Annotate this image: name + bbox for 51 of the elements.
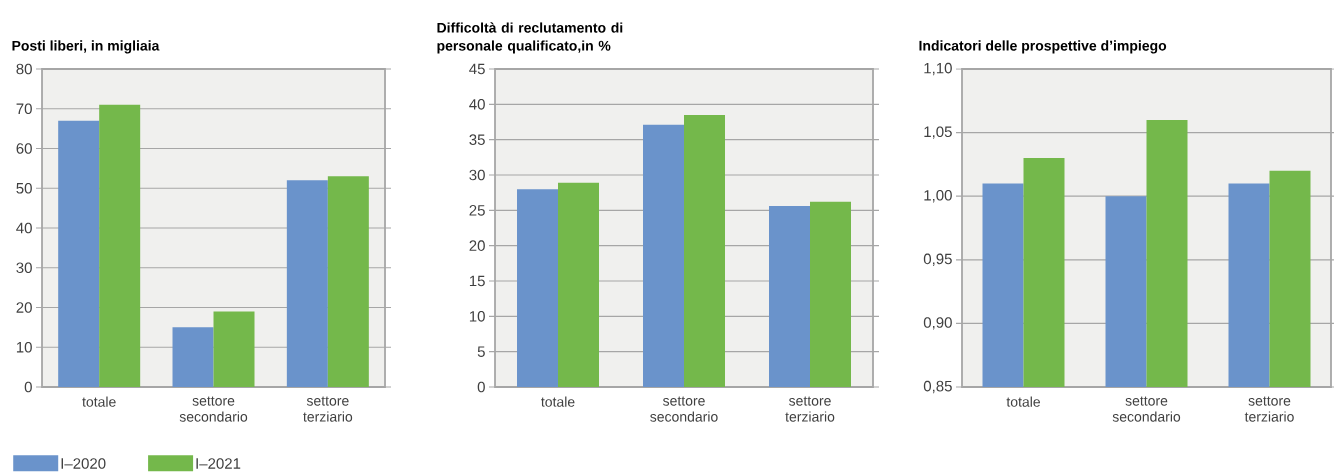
y-tick-label: 0: [24, 381, 32, 393]
x-tick-label: totale: [541, 396, 575, 407]
bar: [558, 182, 600, 387]
y-tick-label: 1,10: [924, 62, 952, 76]
y-tick-label: 10: [16, 341, 32, 353]
x-tick-label: settore terziario: [1244, 396, 1294, 422]
y-tick-label: 80: [16, 63, 32, 75]
y-tick-label: 15: [469, 275, 485, 287]
x-tick-label: settore terziario: [303, 396, 353, 422]
y-tick-label: 45: [469, 63, 485, 75]
chart-title: Difficoltà di reclutamento di personale qualificato,in %: [437, 22, 623, 54]
bar: [99, 104, 141, 387]
y-tick-label: 10: [469, 311, 485, 322]
bar: [286, 180, 328, 387]
x-tick-label: settore secondario: [1112, 396, 1181, 422]
bar: [172, 327, 214, 387]
bar: [327, 176, 369, 387]
y-tick-label: 0: [477, 381, 485, 393]
x-tick-label: settore secondario: [650, 396, 718, 422]
y-tick-label: 70: [16, 103, 32, 115]
bar: [58, 120, 100, 387]
bar: [810, 201, 851, 387]
bar: [769, 206, 810, 387]
y-tick-label: 0,95: [923, 253, 952, 266]
y-tick-label: 40: [16, 222, 32, 234]
chart-title: Posti liberi, in migliaia: [12, 40, 160, 54]
y-tick-label: 60: [16, 143, 32, 154]
y-tick-label: 30: [16, 262, 32, 274]
chart-title: Indicatori delle prospettive d’impiego: [919, 40, 1167, 54]
legend-label: I–2021: [196, 458, 241, 469]
y-tick-label: 20: [16, 302, 32, 313]
legend-label: I–2020: [61, 458, 106, 469]
x-tick-label: totale: [82, 396, 116, 407]
bar: [643, 124, 685, 387]
y-tick-label: 20: [469, 240, 485, 251]
bar: [517, 189, 559, 387]
y-tick-label: 35: [469, 134, 485, 145]
bar: [684, 114, 726, 387]
y-tick-label: 1,05: [924, 126, 952, 139]
y-tick-label: 5: [477, 346, 485, 357]
x-tick-label: settore secondario: [179, 396, 248, 422]
x-tick-label: settore terziario: [785, 396, 835, 422]
y-tick-label: 40: [469, 99, 485, 110]
bar: [213, 311, 255, 387]
y-tick-label: 0,85: [923, 380, 952, 394]
x-tick-label: totale: [1006, 396, 1040, 407]
y-tick-label: 50: [16, 182, 32, 194]
y-tick-label: 25: [469, 205, 485, 216]
y-tick-label: 1,00: [924, 190, 952, 203]
y-tick-label: 30: [469, 169, 485, 181]
y-tick-label: 0,90: [923, 317, 952, 330]
